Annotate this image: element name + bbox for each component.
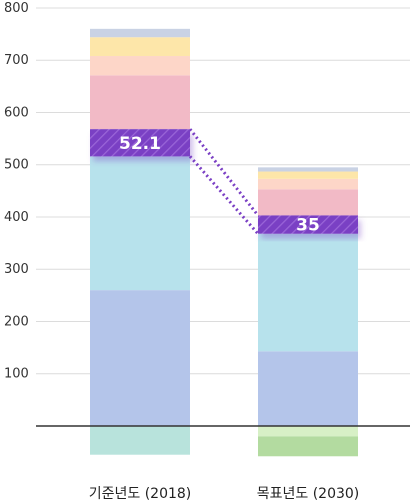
x-category-label: 기준년도 (2018) [89, 486, 192, 502]
connector-line-bottom [188, 155, 260, 235]
y-tick-label-600: 600 [4, 105, 29, 120]
y-tick-label-500: 500 [4, 158, 29, 173]
highlight-connectors [188, 128, 260, 235]
bar-segment-negative [258, 436, 358, 457]
bar-segment [258, 351, 358, 426]
bar-segment [90, 56, 190, 76]
bar-segment [258, 233, 358, 352]
bar-segment-highlight [90, 129, 190, 157]
y-tick-label-100: 100 [4, 367, 29, 382]
bar-segment [90, 290, 190, 426]
connector-line-top [188, 128, 260, 217]
highlight-value-label: 35 [296, 216, 320, 236]
highlight-value-label: 52.1 [119, 134, 161, 154]
bar-segment [90, 28, 190, 38]
y-tick-label-300: 300 [4, 262, 29, 277]
bar-segment [90, 37, 190, 57]
bar-segment [258, 167, 358, 172]
y-tick-label-700: 700 [4, 53, 29, 68]
highlight-tags: 52.1 35 [90, 129, 358, 236]
bar-stacks [90, 28, 358, 457]
bar-segment-negative [90, 425, 190, 455]
y-axis-tick-labels: 100 200 300 400 500 600 700 800 [4, 1, 29, 382]
bar-segment [258, 171, 358, 179]
x-category-label: 목표년도 (2030) [257, 486, 360, 502]
x-axis-category-labels: 기준년도 (2018) 목표년도 (2030) [89, 486, 360, 502]
bar-segment [258, 178, 358, 190]
y-tick-label-200: 200 [4, 314, 29, 329]
y-tick-label-800: 800 [4, 1, 29, 16]
bar-segment [258, 189, 358, 216]
bar-segment-highlight [258, 215, 358, 234]
bar-segment [90, 156, 190, 291]
bar-segment-negative [258, 425, 358, 437]
bar-segment [90, 75, 190, 130]
y-tick-label-400: 400 [4, 210, 29, 225]
